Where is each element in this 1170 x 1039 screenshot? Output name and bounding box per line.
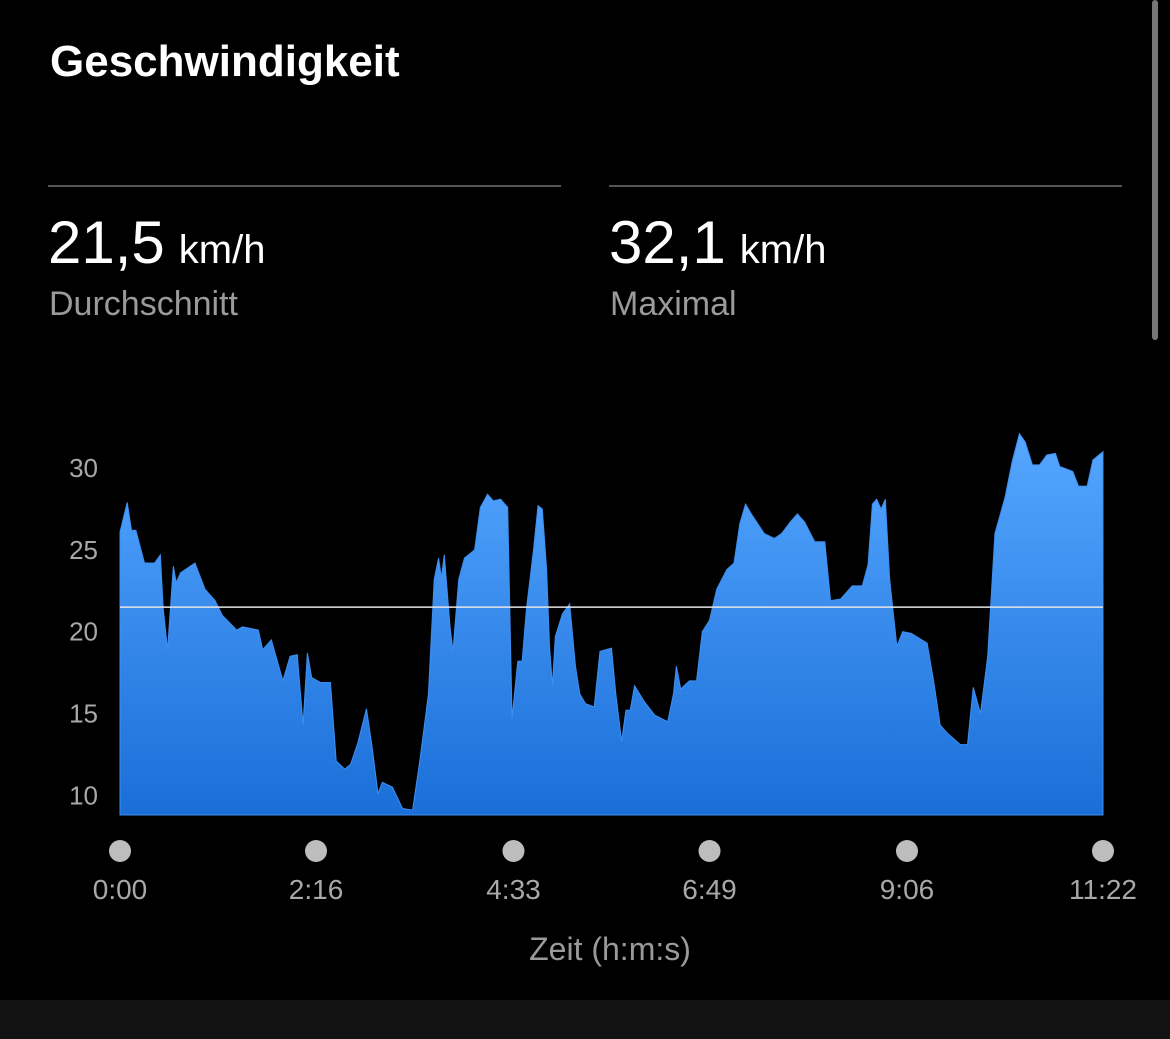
bottom-strip	[0, 1000, 1170, 1039]
x-tick-label: 9:06	[880, 874, 935, 905]
background	[0, 0, 1170, 1000]
y-tick-label: 30	[69, 453, 98, 483]
x-tick-label: 11:22	[1069, 874, 1137, 905]
y-tick-label: 15	[69, 699, 98, 729]
x-tick-dot	[1092, 840, 1114, 862]
x-tick-dot	[502, 840, 525, 862]
x-tick-label: 4:33	[486, 874, 541, 905]
x-tick-dot	[895, 840, 918, 862]
y-tick-label: 20	[69, 617, 98, 647]
stat-unit: km/h	[179, 228, 266, 272]
y-tick-label: 10	[69, 780, 98, 810]
stat-number: 21,5	[48, 209, 165, 276]
stat-label: Maximal	[610, 285, 737, 323]
stat-value: 21,5 km/h	[48, 209, 265, 276]
stat-unit: km/h	[740, 228, 827, 272]
x-tick-dot	[109, 840, 131, 862]
x-tick-dot	[305, 840, 328, 862]
x-tick-dot	[698, 840, 721, 862]
x-tick-label: 0:00	[93, 874, 148, 905]
x-axis-title: Zeit (h:m:s)	[529, 931, 691, 967]
title: Geschwindigkeit	[50, 37, 400, 86]
x-tick-label: 2:16	[289, 874, 344, 905]
stat-label: Durchschnitt	[49, 285, 239, 323]
stat-value: 32,1 km/h	[609, 209, 826, 276]
stat-number: 32,1	[609, 209, 726, 276]
scrollbar	[1152, 0, 1158, 340]
x-tick-label: 6:49	[682, 874, 737, 905]
speed-area	[119, 432, 1104, 816]
plot: 10 15 20 25 30 0:00 2:16 4:33 6:49 9:06 11:22	[69, 432, 1137, 905]
y-tick-label: 25	[69, 535, 98, 565]
